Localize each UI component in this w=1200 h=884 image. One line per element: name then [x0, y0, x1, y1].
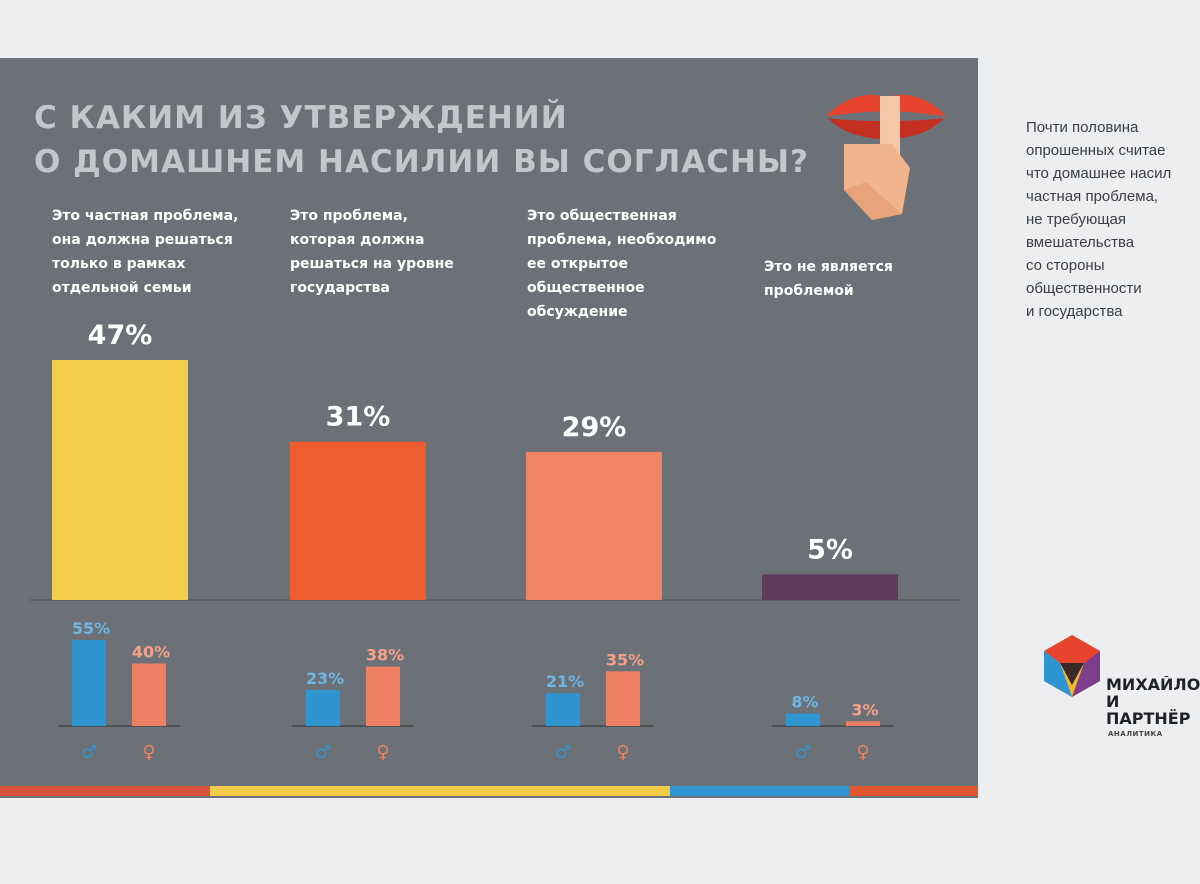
main-value-2: 31%: [326, 402, 391, 433]
category-label-1: Это частная проблема, она должна решатьс…: [52, 208, 239, 296]
bottom-stripe-5: [850, 786, 978, 796]
company-logo-icon: [1044, 635, 1100, 697]
bottom-stripe-2: [210, 786, 460, 796]
category-label-4: Это не является проблемой: [764, 259, 893, 299]
female-symbol-icon-4: ♀: [856, 742, 869, 763]
title-line-2: о домашнем насилии вы согласны?: [34, 144, 809, 180]
main-value-1: 47%: [88, 320, 153, 351]
female-symbol-icon-1: ♀: [142, 742, 155, 763]
hush-lips-finger-icon: [826, 94, 946, 220]
male-value-3: 21%: [546, 672, 584, 691]
male-bar-4: [786, 713, 820, 726]
category-label-2: Это проблема, которая должна решаться на…: [290, 208, 454, 296]
male-bar-2: [306, 690, 340, 726]
male-value-2: 23%: [306, 669, 344, 688]
female-value-4: 3%: [851, 700, 878, 719]
male-symbol-icon-3: ♂: [555, 742, 571, 763]
category-label-3: Это общественная проблема, необходимо ее…: [527, 208, 717, 320]
female-bar-2: [366, 666, 400, 726]
bottom-stripe-1: [0, 786, 210, 796]
main-value-3: 29%: [562, 412, 627, 443]
logo-name: МИХАЙЛОВ И ПАРТНЁР: [1106, 676, 1200, 727]
side-note: Почти половина опрошенных считае что дом…: [1026, 119, 1172, 320]
female-symbol-icon-3: ♀: [616, 742, 629, 763]
male-value-1: 55%: [72, 619, 110, 638]
male-symbol-icon-1: ♂: [81, 742, 97, 763]
male-value-4: 8%: [791, 692, 818, 711]
female-value-2: 38%: [366, 646, 404, 665]
female-symbol-icon-2: ♀: [376, 742, 389, 763]
main-bar-1: [52, 360, 188, 600]
male-bar-1: [72, 640, 106, 726]
chart-title: С каким из утверждений о домашнем насили…: [34, 96, 809, 184]
main-value-4: 5%: [807, 534, 853, 565]
main-bar-3: [526, 451, 662, 600]
main-bar-2: [290, 441, 426, 600]
bottom-stripe-4: [670, 786, 850, 796]
female-bar-4: [846, 721, 880, 726]
female-value-1: 40%: [132, 642, 170, 661]
male-symbol-icon-4: ♂: [795, 742, 811, 763]
bottom-stripe-3: [460, 786, 670, 796]
female-bar-1: [132, 663, 166, 726]
female-value-3: 35%: [606, 650, 644, 669]
male-bar-3: [546, 693, 580, 726]
logo-subtitle: АНАЛИТИКА: [1108, 730, 1163, 738]
main-bar-4: [762, 574, 898, 600]
female-bar-3: [606, 671, 640, 726]
male-symbol-icon-2: ♂: [315, 742, 331, 763]
title-line-1: С каким из утверждений: [34, 100, 568, 136]
